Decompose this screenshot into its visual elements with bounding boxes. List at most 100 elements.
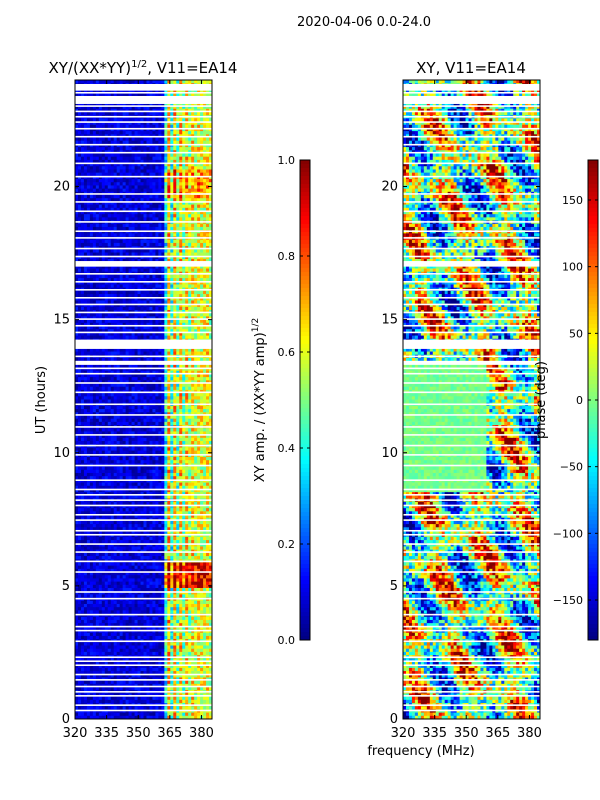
heatmap-cell xyxy=(188,265,192,269)
heatmap-cell xyxy=(101,405,106,410)
heatmap-cell xyxy=(176,124,180,129)
heatmap-cell xyxy=(197,172,201,177)
heatmap-cell xyxy=(200,386,204,391)
heatmap-cell xyxy=(158,207,162,212)
heatmap-cell xyxy=(104,377,109,381)
heatmap-cell xyxy=(140,278,144,282)
heatmap-cell xyxy=(155,265,159,269)
heatmap-cell xyxy=(146,223,150,228)
heatmap-cell xyxy=(167,300,171,305)
heatmap-cell xyxy=(143,201,147,205)
heatmap-cell xyxy=(86,284,91,289)
heatmap-cell xyxy=(182,386,186,391)
heatmap-cell xyxy=(209,415,213,420)
heatmap-cell xyxy=(203,418,207,423)
heatmap-cell xyxy=(167,418,171,423)
heatmap-cell xyxy=(125,175,130,180)
heatmap-cell xyxy=(197,297,201,301)
heatmap-cell xyxy=(77,386,82,391)
heatmap-cell xyxy=(200,105,204,110)
heatmap-cell xyxy=(122,281,127,285)
heatmap-cell xyxy=(209,332,213,336)
heatmap-cell xyxy=(95,348,100,352)
heatmap-cell xyxy=(164,233,168,237)
heatmap-cell xyxy=(116,127,121,132)
heatmap-cell xyxy=(155,185,159,190)
heatmap-cell xyxy=(167,175,171,180)
heatmap-cell xyxy=(140,294,144,298)
heatmap-cell xyxy=(155,383,159,388)
heatmap-cell xyxy=(158,137,162,142)
heatmap-cell xyxy=(149,306,153,311)
heatmap-cell xyxy=(113,306,118,311)
heatmap-cell xyxy=(125,242,130,247)
heatmap-cell xyxy=(194,131,198,135)
heatmap-cell xyxy=(113,89,118,94)
heatmap-cell xyxy=(155,204,159,209)
heatmap-cell xyxy=(152,249,156,253)
heatmap-cell xyxy=(104,415,109,420)
heatmap-cell xyxy=(170,121,174,126)
heatmap-cell xyxy=(134,131,138,135)
heatmap-cell xyxy=(173,211,177,215)
heatmap-cell xyxy=(131,124,135,129)
heatmap-cell xyxy=(170,268,174,273)
heatmap-cell xyxy=(107,351,112,356)
heatmap-cell xyxy=(182,89,186,94)
heatmap-cell xyxy=(203,313,207,317)
heatmap-cell xyxy=(161,405,165,410)
heatmap-cell xyxy=(125,255,130,260)
heatmap-cell xyxy=(137,166,141,170)
heatmap-cell xyxy=(152,357,156,362)
heatmap-cell xyxy=(191,118,195,122)
heatmap-cell xyxy=(98,207,103,212)
heatmap-cell xyxy=(134,105,138,110)
heatmap-cell xyxy=(110,175,115,180)
heatmap-cell xyxy=(176,297,180,301)
heatmap-cell xyxy=(128,233,132,237)
heatmap-cell xyxy=(185,255,189,260)
heatmap-cell xyxy=(143,108,147,113)
heatmap-cell xyxy=(116,207,121,212)
heatmap-cell xyxy=(98,80,103,84)
heatmap-cell xyxy=(173,179,177,183)
heatmap-cell xyxy=(116,367,121,372)
heatmap-cell xyxy=(122,351,127,356)
heatmap-cell xyxy=(125,226,130,231)
heatmap-cell xyxy=(134,255,138,260)
heatmap-cell xyxy=(176,399,180,404)
heatmap-cell xyxy=(182,147,186,151)
heatmap-cell xyxy=(173,169,177,174)
heatmap-cell xyxy=(92,370,97,375)
heatmap-cell xyxy=(92,373,97,378)
heatmap-cell xyxy=(83,252,88,257)
heatmap-cell xyxy=(173,172,177,177)
heatmap-cell xyxy=(113,380,118,384)
heatmap-cell xyxy=(164,281,168,285)
heatmap-cell xyxy=(110,274,115,279)
heatmap-cell xyxy=(107,268,112,273)
heatmap-cell xyxy=(203,249,207,253)
heatmap-cell xyxy=(164,211,168,215)
heatmap-cell xyxy=(161,306,165,311)
heatmap-cell xyxy=(104,166,109,170)
heatmap-cell xyxy=(182,255,186,260)
heatmap-cell xyxy=(161,111,165,116)
heatmap-cell xyxy=(122,322,127,327)
heatmap-cell xyxy=(77,80,82,84)
heatmap-cell xyxy=(92,198,97,202)
heatmap-cell xyxy=(122,409,127,413)
heatmap-cell xyxy=(194,294,198,298)
heatmap-cell xyxy=(86,207,91,212)
heatmap-cell xyxy=(170,124,174,129)
heatmap-cell xyxy=(140,370,144,375)
heatmap-cell xyxy=(104,281,109,285)
heatmap-cell xyxy=(83,175,88,180)
heatmap-cell xyxy=(98,252,103,257)
heatmap-cell xyxy=(170,373,174,378)
heatmap-cell xyxy=(110,306,115,311)
heatmap-cell xyxy=(173,108,177,113)
heatmap-cell xyxy=(143,319,147,324)
heatmap-cell xyxy=(128,185,132,190)
heatmap-cell xyxy=(200,140,204,145)
